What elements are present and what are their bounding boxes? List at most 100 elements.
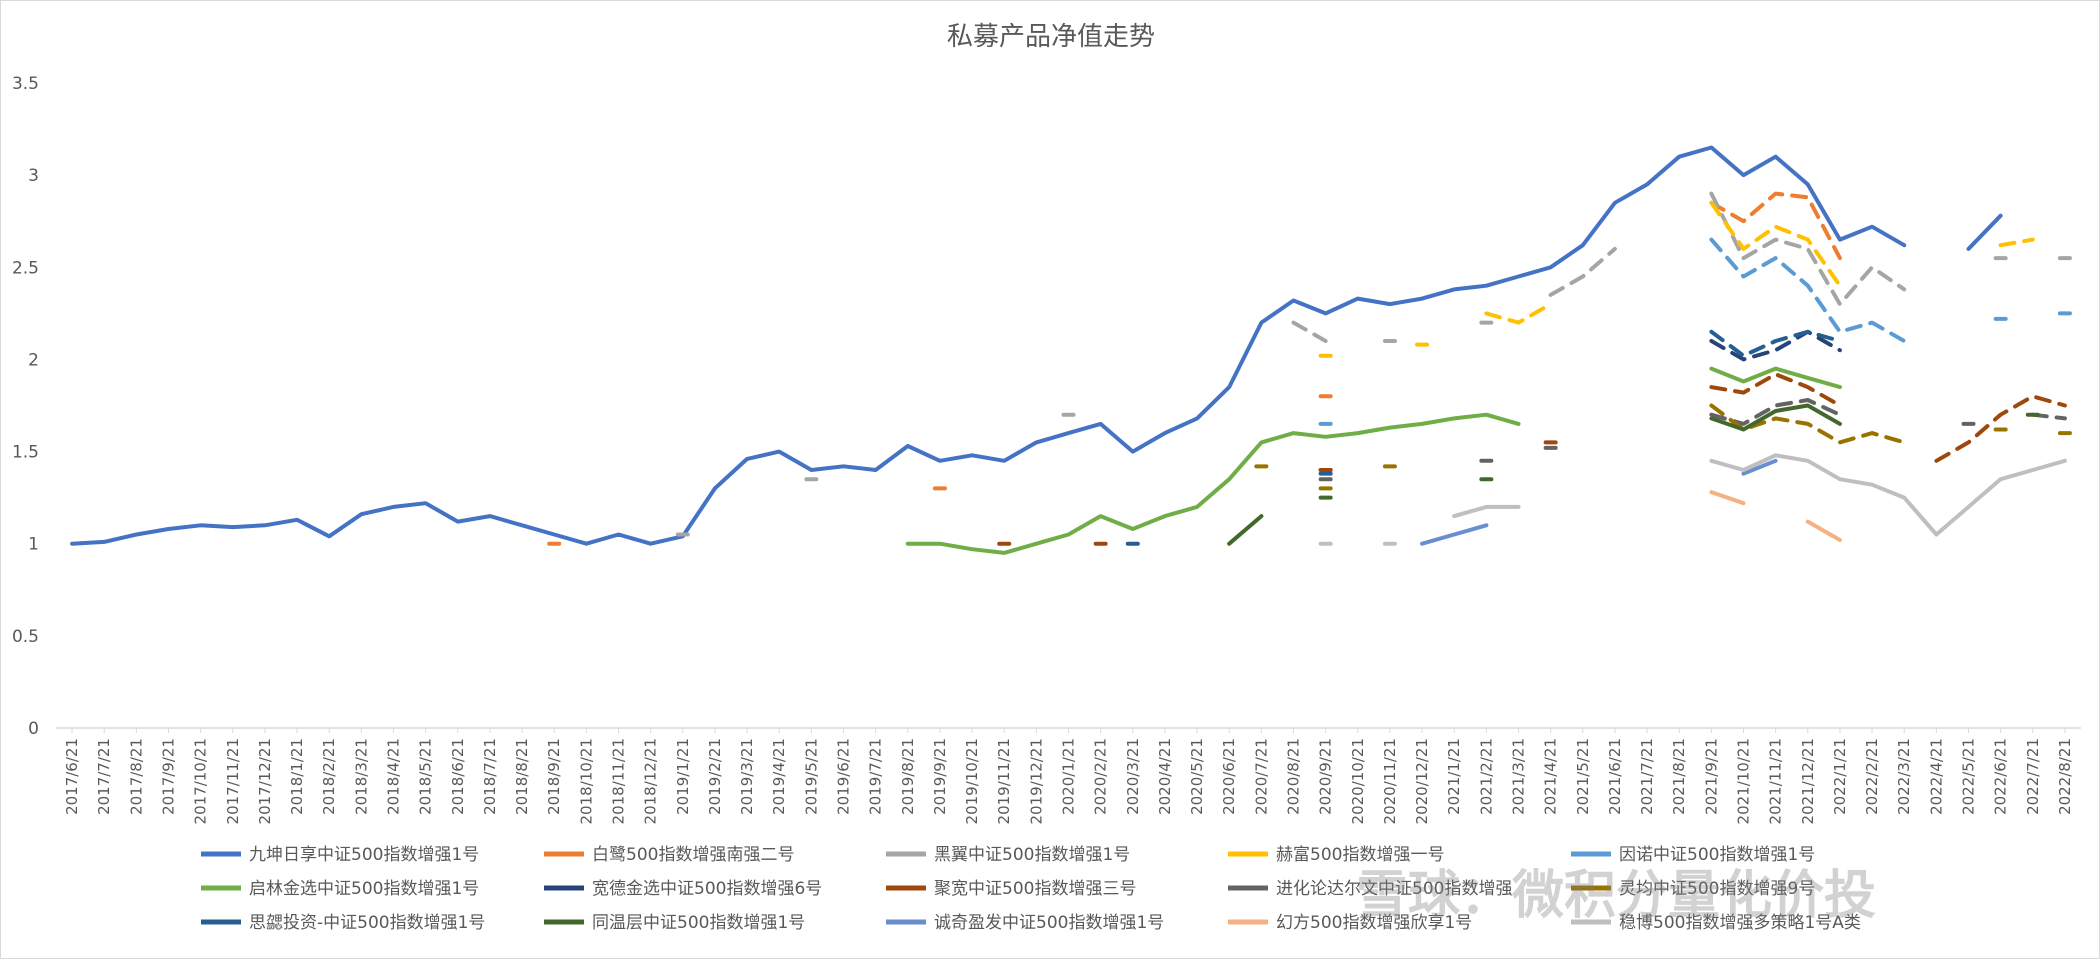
legend-label: 思勰投资-中证500指数增强1号 [249, 913, 485, 933]
plot-area [70, 145, 2072, 555]
x-tick-label: 2020/10/21 [1349, 738, 1367, 824]
y-axis: 0 0.5 1 1.5 2 2.5 3 3.5 [12, 74, 39, 739]
x-tick-label: 2022/5/21 [1960, 738, 1978, 815]
series-line [997, 372, 2067, 546]
x-tick-label: 2020/5/21 [1188, 738, 1206, 815]
x-tick-label: 2021/7/21 [1638, 738, 1656, 815]
x-tick-label: 2018/2/21 [320, 738, 338, 815]
x-tick-label: 2021/1/21 [1445, 738, 1463, 815]
x-tick-label: 2018/6/21 [449, 738, 467, 815]
series-segment [1709, 403, 1842, 432]
legend-label: 诚奇盈发中证500指数增强1号 [934, 913, 1164, 933]
y-tick-label: 3.5 [12, 74, 39, 94]
x-tick-label: 2018/4/21 [385, 738, 403, 815]
x-tick-label: 2022/1/21 [1831, 738, 1849, 815]
x-tick-label: 2019/12/21 [1027, 738, 1045, 824]
x-tick-label: 2021/4/21 [1542, 738, 1560, 815]
legend-label: 赫富500指数增强一号 [1276, 845, 1444, 865]
series-segment [1709, 329, 1842, 358]
series-segment [1998, 237, 2035, 248]
x-tick-label: 2017/9/21 [160, 738, 178, 815]
series-line [1227, 403, 2040, 546]
series-segment [1709, 329, 1842, 362]
x-tick-label: 2018/11/21 [610, 738, 628, 824]
series-segment [1709, 191, 1907, 307]
x-tick-label: 2021/9/21 [1702, 738, 1720, 815]
x-tick-label: 2019/4/21 [770, 738, 788, 815]
x-tick-label: 2020/7/21 [1252, 738, 1270, 815]
series-segment [1805, 519, 1842, 542]
x-tick-label: 2022/3/21 [1895, 738, 1913, 815]
legend-label: 聚宽中证500指数增强三号 [934, 879, 1136, 899]
legend-label: 黑翼中证500指数增强1号 [934, 845, 1130, 865]
y-tick-label: 2.5 [12, 258, 39, 278]
series-segment [1709, 200, 1842, 288]
series-segment [1741, 458, 1778, 476]
series-line [1318, 237, 2072, 426]
series-segment [1548, 246, 1617, 297]
legend-label: 九坤日享中证500指数增强1号 [249, 845, 479, 865]
x-tick-label: 2017/11/21 [224, 738, 242, 824]
x-tick-label: 2018/5/21 [417, 738, 435, 815]
series-segment [1709, 191, 1842, 261]
x-tick-label: 2021/10/21 [1735, 738, 1753, 824]
x-tick-label: 2017/8/21 [127, 738, 145, 815]
legend-label: 幻方500指数增强欣享1号 [1276, 913, 1472, 933]
x-tick-label: 2018/12/21 [642, 738, 660, 824]
legend-label: 进化论达尔文中证500指数增强 [1276, 879, 1512, 899]
legend-label: 稳博500指数增强多策略1号A类 [1619, 913, 1861, 933]
series-segment [1484, 302, 1553, 325]
x-tick-label: 2020/3/21 [1124, 738, 1142, 815]
x-tick-label: 2022/8/21 [2056, 738, 2074, 815]
series-line [1318, 453, 2067, 546]
legend-label: 同温层中证500指数增强1号 [592, 913, 805, 933]
x-tick-label: 2019/6/21 [835, 738, 853, 815]
y-tick-label: 2 [28, 350, 39, 370]
x-tick-label: 2018/1/21 [288, 738, 306, 815]
y-tick-label: 3 [28, 166, 39, 186]
x-tick-label: 2022/7/21 [2024, 738, 2042, 815]
x-tick-label: 2020/2/21 [1092, 738, 1110, 815]
x-tick-label: 2017/7/21 [95, 738, 113, 815]
x-tick-label: 2018/8/21 [513, 738, 531, 815]
series-line [1709, 490, 1842, 542]
series-segment [1709, 366, 1842, 390]
series-line [1318, 329, 1842, 472]
x-tick-label: 2020/1/21 [1060, 738, 1078, 815]
series-segment [1452, 504, 1521, 519]
x-tick-label: 2017/10/21 [192, 738, 210, 824]
x-tick-label: 2019/2/21 [706, 738, 724, 815]
x-tick-label: 2020/6/21 [1220, 738, 1238, 815]
x-tick-label: 2021/3/21 [1510, 738, 1528, 815]
y-tick-label: 1.5 [12, 443, 39, 463]
series-line [1318, 398, 2067, 482]
y-tick-label: 0 [28, 719, 39, 739]
x-tick-label: 2022/4/21 [1927, 738, 1945, 815]
x-tick-label: 2020/12/21 [1413, 738, 1431, 824]
x-tick-label: 2018/10/21 [577, 738, 595, 824]
series-segment [1709, 490, 1746, 506]
x-tick-label: 2017/12/21 [256, 738, 274, 824]
series-line [675, 191, 2072, 537]
x-tick-label: 2021/8/21 [1670, 738, 1688, 815]
series-line [1420, 458, 1778, 546]
chart-title: 私募产品净值走势 [947, 22, 1155, 52]
series-line [547, 191, 1842, 546]
series-segment [70, 145, 1907, 546]
x-tick-label: 2021/11/21 [1767, 738, 1785, 824]
series-line [70, 145, 2003, 546]
legend-label: 灵均中证500指数增强9号 [1619, 879, 1815, 899]
x-tick-label: 2018/3/21 [352, 738, 370, 815]
series-segment [905, 412, 1521, 555]
x-tick-label: 2021/12/21 [1799, 738, 1817, 824]
x-tick-label: 2019/5/21 [802, 738, 820, 815]
legend-label: 白鹭500指数增强南强二号 [592, 845, 794, 865]
legend-label: 宽德金选中证500指数增强6号 [592, 879, 822, 899]
x-tick-label: 2018/7/21 [481, 738, 499, 815]
x-tick-label: 2017/6/21 [63, 738, 81, 815]
x-tick-label: 2018/9/21 [545, 738, 563, 815]
series-segment [1966, 213, 2003, 251]
x-tick-label: 2019/11/21 [995, 738, 1013, 824]
